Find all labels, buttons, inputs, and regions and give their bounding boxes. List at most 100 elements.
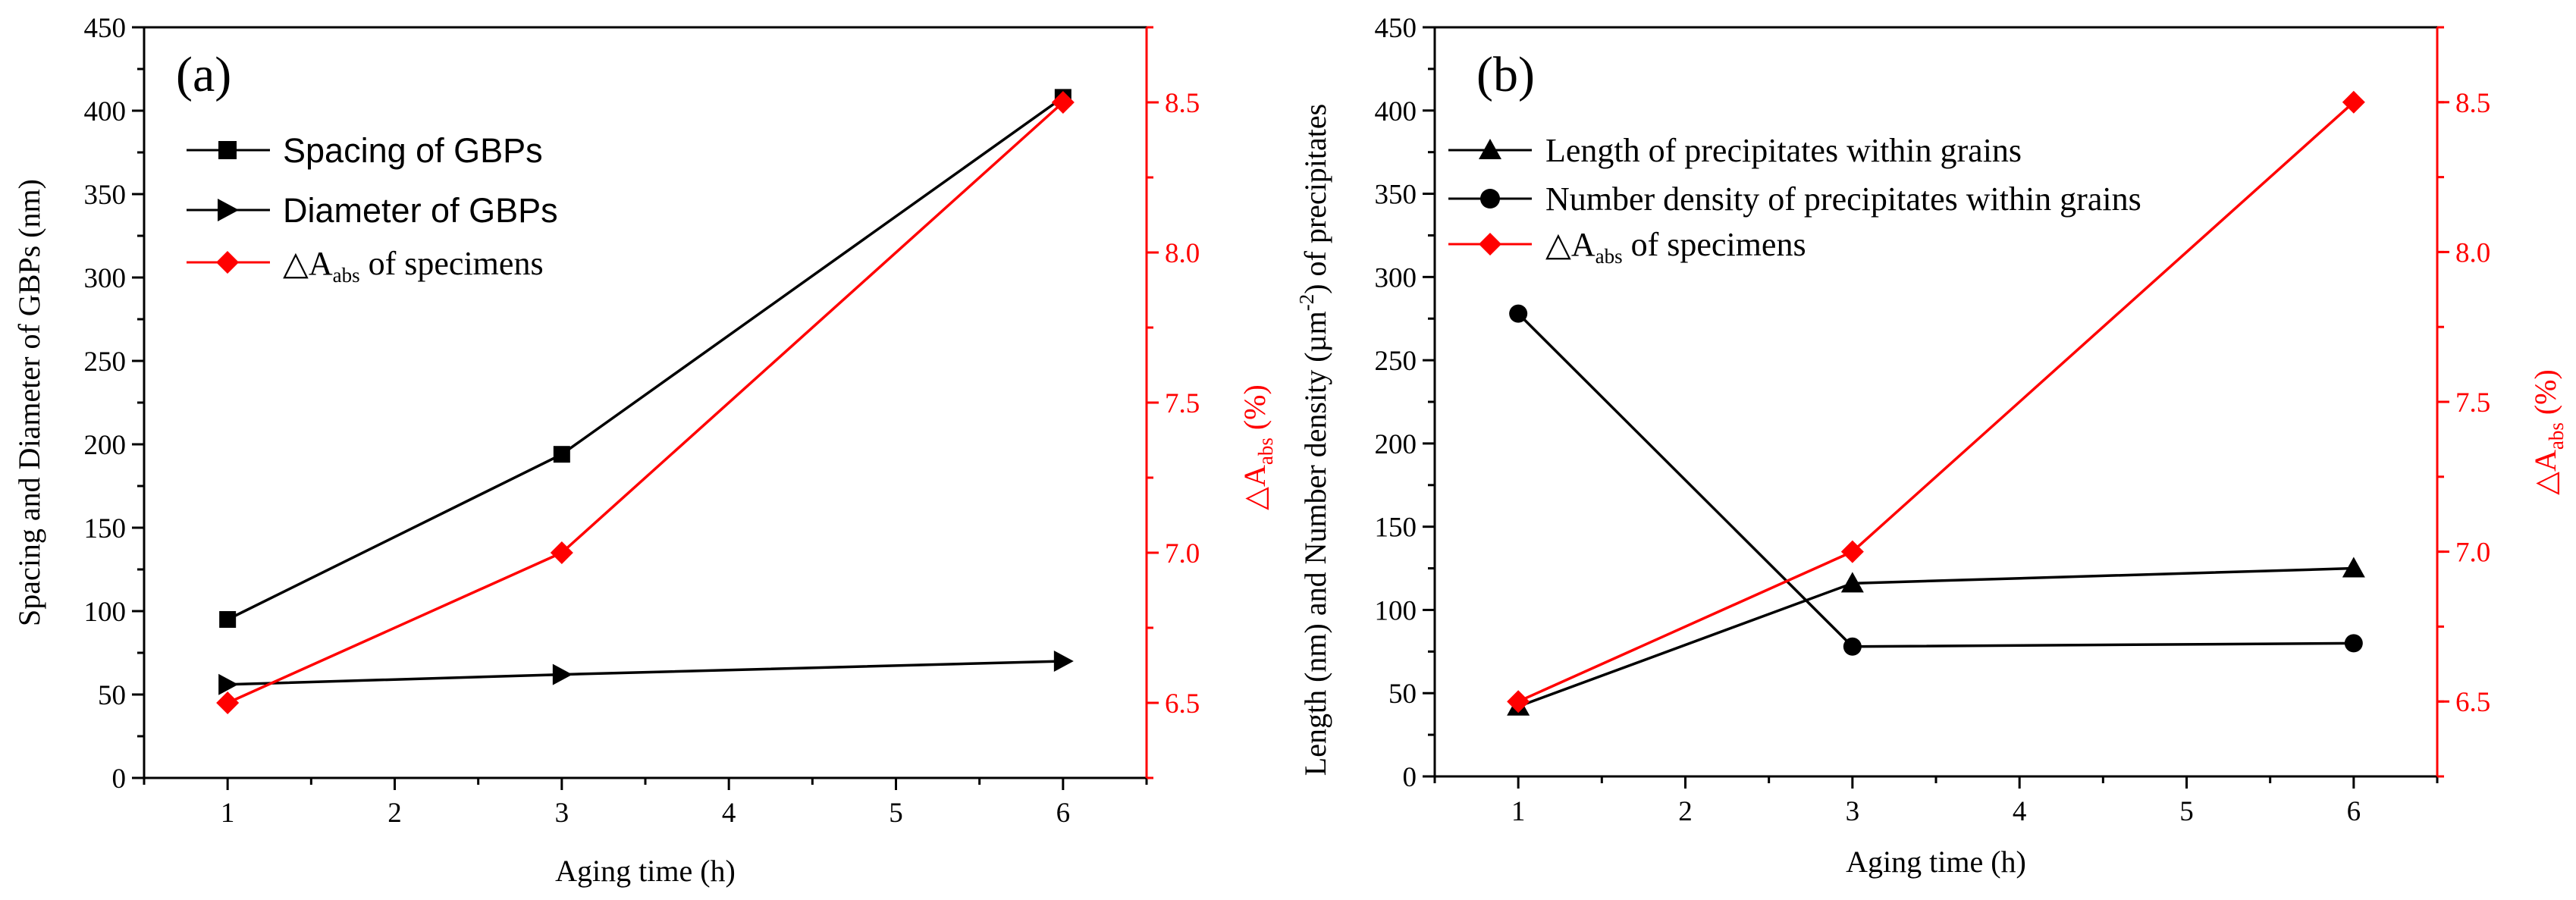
series-line-b-0 xyxy=(1517,566,2354,708)
data-point-b-2-0 xyxy=(1507,690,1530,713)
y-title-sup-b: -2 xyxy=(1295,294,1318,312)
y-tick-label-a-6: 300 xyxy=(84,263,127,294)
legend-marker-square xyxy=(218,141,237,159)
x-tick-label-b-3: 4 xyxy=(2013,796,2027,827)
data-point-b-1-2 xyxy=(2344,634,2363,653)
y-tick-label-a-4: 200 xyxy=(84,430,127,461)
y-title-suffix-b: ) of precipitates xyxy=(1298,104,1332,294)
legend-a: Spacing of GBPs Diameter of GBPs △Aabs o… xyxy=(187,131,558,287)
y2-title-prefix-a: △A xyxy=(1238,465,1272,510)
y2-tick-label-a-2: 7.5 xyxy=(1165,388,1200,419)
legend-marker-diamond-b xyxy=(1479,233,1501,256)
legend-delta-prefix-b: △A xyxy=(1545,226,1595,263)
series-line-b-1 xyxy=(1517,312,2354,648)
y-tick-label-b-6: 300 xyxy=(1375,262,1417,293)
y-title-prefix-b: Length (nm) and Number density (µm xyxy=(1298,311,1332,776)
y-tick-label-a-2: 100 xyxy=(84,597,127,628)
y-tick-label-b-1: 50 xyxy=(1388,679,1417,710)
panel-label-b: (b) xyxy=(1476,47,1535,102)
y2-title-suffix-b: (%) xyxy=(2528,369,2562,422)
y2-tick-label-b-2: 7.5 xyxy=(2455,387,2490,419)
data-point-a-1-1 xyxy=(552,663,573,685)
y2-tick-label-a-3: 8.0 xyxy=(1165,238,1200,269)
legend-delta-sub-b: abs xyxy=(1595,245,1623,268)
legend-delta-suffix-b: of specimens xyxy=(1623,226,1806,263)
legend-entry-delta-b: △Aabs of specimens xyxy=(1448,226,1806,268)
y-tick-label-a-3: 150 xyxy=(84,513,127,544)
legend-delta-sub-a: abs xyxy=(333,264,360,287)
legend-delta-suffix-a: of specimens xyxy=(360,245,544,282)
legend-entry-spacing: Spacing of GBPs xyxy=(187,131,543,170)
legend-entry-number-density: Number density of precipitates within gr… xyxy=(1448,180,2141,218)
y-tick-label-b-8: 400 xyxy=(1375,96,1417,127)
legend-marker-triangle-up xyxy=(1479,139,1501,159)
y2-title-sub-a: abs xyxy=(1254,437,1277,465)
panel-label-a: (a) xyxy=(176,47,231,102)
x-tick-label-b-1: 2 xyxy=(1678,796,1693,827)
legend-label-delta-b: △Aabs of specimens xyxy=(1545,226,1806,268)
legend-entry-delta-a: △Aabs of specimens xyxy=(187,245,544,287)
x-axis-title-b: Aging time (h) xyxy=(1846,845,2026,879)
series-line-a-0 xyxy=(227,96,1064,621)
data-point-b-1-1 xyxy=(1843,637,1862,656)
y-axis-title-b: Length (nm) and Number density (µm-2) of… xyxy=(1295,104,1332,776)
y-tick-label-b-5: 250 xyxy=(1375,346,1417,377)
y-tick-label-a-0: 0 xyxy=(112,764,127,795)
y-tick-label-a-7: 350 xyxy=(84,180,127,211)
data-point-b-2-1 xyxy=(1840,540,1864,563)
legend-marker-triangle-right xyxy=(218,199,239,221)
y-tick-label-b-0: 0 xyxy=(1403,762,1417,793)
data-point-a-2-0 xyxy=(216,691,240,714)
legend-label-number-density: Number density of precipitates within gr… xyxy=(1545,180,2141,218)
y-tick-label-a-8: 400 xyxy=(84,96,127,127)
data-point-a-1-2 xyxy=(1053,651,1074,672)
legend-entry-diameter: Diameter of GBPs xyxy=(187,191,558,230)
y2-tick-label-b-4: 8.5 xyxy=(2455,88,2490,119)
panel-b: 1 2 3 4 5 6 0 50 100 150 200 250 300 350 400 450 6.5 7.… xyxy=(1295,13,2568,879)
legend-marker-circle xyxy=(1480,189,1500,209)
y-tick-label-b-9: 450 xyxy=(1375,13,1417,44)
x-axis-title-a: Aging time (h) xyxy=(555,854,736,888)
y2-tick-label-b-0: 6.5 xyxy=(2455,687,2490,718)
data-point-a-0-1 xyxy=(553,446,570,463)
legend-b: Length of precipitates within grains Num… xyxy=(1448,132,2141,268)
x-tick-label-a-3: 4 xyxy=(722,798,736,829)
y-tick-label-a-1: 50 xyxy=(98,680,126,711)
legend-label-diameter: Diameter of GBPs xyxy=(283,191,558,230)
y2-tick-label-b-3: 8.0 xyxy=(2455,237,2490,268)
y-tick-label-b-3: 150 xyxy=(1375,513,1417,544)
data-point-b-1-0 xyxy=(1509,304,1528,323)
y2-tick-label-b-1: 7.0 xyxy=(2455,538,2490,569)
data-point-a-2-2 xyxy=(1051,91,1075,114)
x-tick-label-a-2: 3 xyxy=(555,798,569,829)
data-point-b-0-2 xyxy=(2342,557,2365,578)
x-tick-label-a-1: 2 xyxy=(387,798,402,829)
y2-tick-label-a-0: 6.5 xyxy=(1165,688,1200,720)
series-line-a-1 xyxy=(227,660,1063,686)
x-tick-label-b-2: 3 xyxy=(1846,796,1860,827)
data-point-a-2-1 xyxy=(550,541,573,564)
y-tick-label-a-9: 450 xyxy=(84,13,127,44)
y-tick-label-b-7: 350 xyxy=(1375,180,1417,211)
y2-title-sub-b: abs xyxy=(2545,422,2568,450)
x-tick-label-b-4: 5 xyxy=(2179,796,2194,827)
y-tick-label-a-5: 250 xyxy=(84,347,127,378)
y2-tick-label-a-4: 8.5 xyxy=(1165,88,1200,119)
data-point-a-0-0 xyxy=(219,611,237,628)
y2-axis-title-b: △Aabs (%) xyxy=(2528,369,2568,495)
y2-axis-title-a: △Aabs (%) xyxy=(1238,384,1277,510)
legend-marker-diamond xyxy=(216,251,239,274)
panel-a: 1 2 3 4 5 6 0 50 100 150 200 250 300 350 400 450 6.5 7.… xyxy=(12,13,1277,888)
legend-label-delta-a: △Aabs of specimens xyxy=(283,245,544,287)
x-tick-label-b-0: 1 xyxy=(1511,796,1526,827)
x-tick-label-a-5: 6 xyxy=(1056,798,1071,829)
y-axis-title-a: Spacing and Diameter of GBPs (nm) xyxy=(12,179,46,626)
y2-title-suffix-a: (%) xyxy=(1238,384,1272,437)
x-tick-label-b-5: 6 xyxy=(2347,796,2361,827)
data-point-b-2-2 xyxy=(2342,90,2365,114)
data-point-b-0-1 xyxy=(1840,572,1864,593)
x-tick-label-a-4: 5 xyxy=(889,798,903,829)
y2-tick-label-a-1: 7.0 xyxy=(1165,538,1200,569)
legend-entry-length: Length of precipitates within grains xyxy=(1448,132,2022,169)
